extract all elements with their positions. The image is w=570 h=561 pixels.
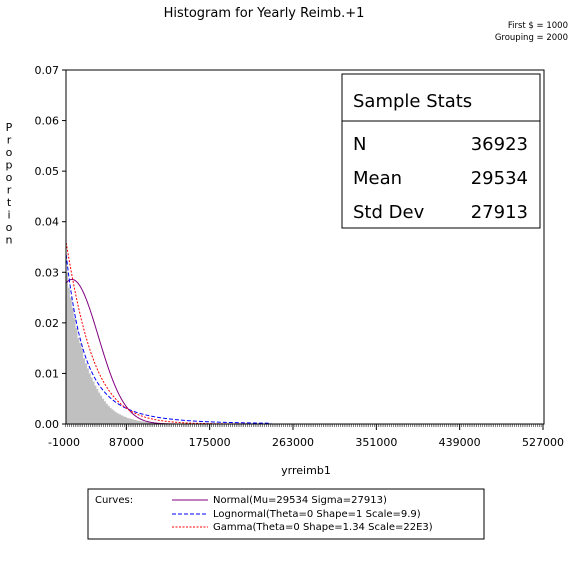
histogram-bar: [80, 348, 84, 424]
histogram-bar: [128, 418, 131, 424]
x-tick-label: -1000: [48, 436, 80, 449]
histogram-bar: [71, 307, 74, 424]
histogram-bar: [111, 409, 114, 424]
stats-value-n: 36923: [471, 134, 528, 155]
histogram-bar: [137, 420, 140, 424]
histogram-bar: [84, 363, 87, 424]
histogram-bar: [124, 416, 127, 424]
histogram-bar: [113, 410, 116, 424]
histogram-bar: [130, 418, 133, 424]
first-dollar-note: First $ = 1000: [508, 21, 568, 31]
histogram-bar: [90, 377, 93, 424]
histogram-bar: [67, 287, 70, 424]
histogram-bar: [99, 395, 103, 424]
y-tick-label: 0.04: [35, 216, 60, 229]
x-axis-label: yrreimb1: [281, 464, 331, 477]
histogram-bar: [86, 368, 89, 424]
histogram-bar: [149, 422, 152, 424]
stats-value-mean: 29534: [471, 168, 528, 189]
y-tick-label: 0.00: [35, 418, 60, 431]
curves-legend: Curves: Normal(Mu=29534 Sigma=27913) Log…: [87, 488, 485, 540]
histogram-bar: [88, 373, 91, 424]
histogram-bar: [73, 317, 76, 424]
stats-label-n: N: [353, 134, 366, 155]
histogram-bar: [77, 338, 80, 424]
sample-stats-box: Sample Stats N 36923 Mean 29534 Std Dev …: [341, 73, 541, 229]
histogram-bar: [116, 413, 120, 424]
y-tick-label: 0.06: [35, 115, 60, 128]
x-tick-label: 527000: [522, 436, 564, 449]
histogram-bar: [78, 343, 82, 424]
stats-value-std-dev: 27913: [471, 202, 528, 223]
histogram-bar: [94, 385, 97, 424]
histogram-bar: [141, 421, 144, 424]
axes: 0.00 0.01 0.02 0.03 0.04 0.05 0.06 0.07 -1000 870…: [35, 64, 565, 449]
histogram-bars: [66, 272, 176, 424]
histogram-bar: [139, 421, 142, 424]
y-tick-label: 0.05: [35, 165, 60, 178]
x-tick-label: 87000: [109, 436, 144, 449]
x-tick-label: 439000: [439, 436, 481, 449]
stats-box-frame: [341, 73, 541, 229]
y-tick-label: 0.01: [35, 367, 60, 380]
y-tick-label: 0.02: [35, 317, 60, 330]
histogram-bar: [92, 381, 95, 424]
histogram-bar: [147, 422, 150, 424]
histogram-bar: [143, 421, 146, 424]
grouping-note: Grouping = 2000: [495, 33, 568, 43]
histogram-bar: [150, 422, 154, 424]
histogram-bar: [69, 297, 72, 424]
histogram-bar: [66, 272, 69, 424]
histogram-bar: [105, 403, 108, 424]
x-tick-label: 263000: [272, 436, 314, 449]
legend-frame: [87, 488, 485, 540]
histogram-bar: [126, 417, 129, 424]
chart-title: Histogram for Yearly Reimb.+1: [164, 6, 365, 21]
histogram-bar: [132, 419, 135, 424]
histogram-bar: [101, 398, 105, 424]
histogram-bar: [96, 389, 99, 424]
histogram-bar: [120, 415, 123, 424]
histogram-bar: [135, 420, 139, 424]
histogram-bar: [152, 422, 156, 424]
histogram-bar: [133, 419, 137, 424]
curve-gamma: [65, 242, 272, 425]
curve-lognormal: [65, 254, 272, 424]
histogram-bar: [107, 405, 110, 424]
stats-label-mean: Mean: [353, 168, 402, 189]
legend-header: Curves:: [95, 495, 133, 506]
legend-label-normal: Normal(Mu=29534 Sigma=27913): [213, 495, 387, 506]
histogram-bar: [122, 416, 125, 424]
histogram-bar: [97, 392, 101, 424]
x-tick-label: 351000: [355, 436, 397, 449]
plot-frame: [65, 69, 545, 425]
stats-label-std-dev: Std Dev: [353, 202, 425, 223]
histogram-bar: [118, 414, 122, 424]
stats-box-title: Sample Stats: [353, 91, 472, 112]
y-tick-label: 0.03: [35, 266, 60, 279]
legend-label-lognormal: Lognormal(Theta=0 Shape=1 Scale=9.9): [213, 509, 421, 520]
histogram-bar: [109, 407, 112, 424]
y-tick-label: 0.07: [35, 64, 60, 77]
histogram-bar: [82, 358, 86, 424]
legend-label-gamma: Gamma(Theta=0 Shape=1.34 Scale=22E3): [213, 522, 433, 533]
x-tick-label: 175000: [189, 436, 231, 449]
histogram-bar: [75, 327, 78, 424]
histogram-bar: [103, 401, 106, 424]
histogram-bar: [145, 421, 148, 424]
histogram-bar: [114, 412, 118, 424]
